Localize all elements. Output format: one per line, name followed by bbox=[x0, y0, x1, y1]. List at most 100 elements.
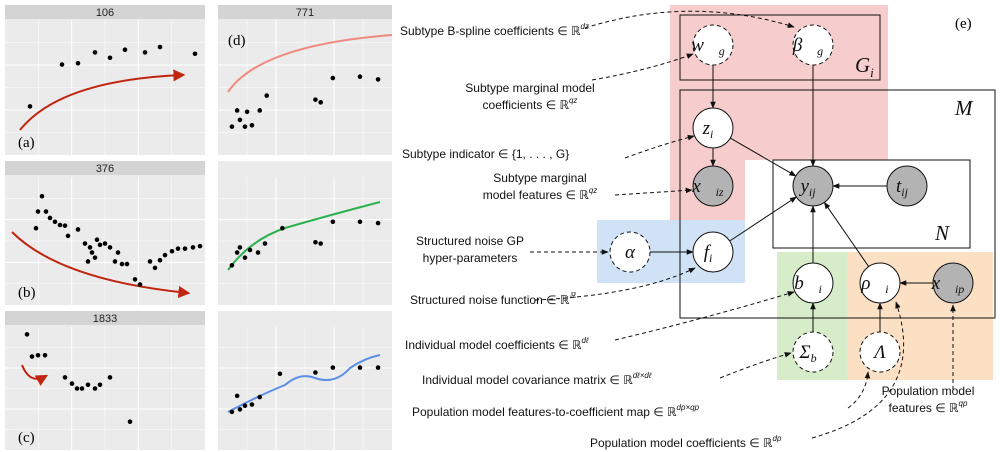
data-point bbox=[157, 257, 163, 263]
node-symbol: f bbox=[704, 242, 712, 263]
data-point bbox=[357, 365, 363, 370]
data-point bbox=[107, 55, 113, 61]
annotation-text: features ∈ ℝ bbox=[889, 401, 959, 415]
plate-label: Gi bbox=[855, 53, 874, 80]
node-label: fi bbox=[704, 242, 713, 265]
plate-label: N bbox=[934, 221, 950, 245]
data-point bbox=[242, 403, 248, 409]
annotation-arrows bbox=[530, 10, 956, 439]
data-point bbox=[313, 370, 318, 375]
data-point bbox=[242, 255, 248, 260]
node-label: tij bbox=[896, 176, 909, 199]
data-point bbox=[107, 375, 113, 380]
data-point bbox=[75, 60, 81, 66]
node-subscript: ip bbox=[955, 282, 964, 296]
strip bbox=[5, 311, 205, 325]
data-point bbox=[92, 386, 98, 391]
annotation-power: dℓ bbox=[582, 336, 589, 345]
data-point bbox=[229, 409, 235, 415]
trend-curve bbox=[227, 201, 381, 271]
node bbox=[932, 262, 974, 304]
node-label: Σb bbox=[798, 342, 816, 365]
data-point bbox=[92, 255, 98, 260]
annotation-text: Subtype marginal model bbox=[465, 81, 594, 95]
data-point bbox=[87, 245, 93, 250]
annotation: Subtype marginal model bbox=[465, 81, 594, 95]
trend-curve bbox=[227, 354, 381, 413]
data-point bbox=[92, 50, 98, 55]
data-point bbox=[74, 386, 80, 391]
data-point bbox=[112, 259, 118, 264]
data-point bbox=[330, 75, 336, 81]
annotation-power: ℝ bbox=[569, 291, 576, 300]
node-label: β⃗g bbox=[792, 35, 823, 58]
data-point bbox=[59, 62, 65, 67]
node bbox=[692, 231, 734, 273]
data-point bbox=[277, 371, 283, 377]
node bbox=[886, 165, 928, 207]
panel-title: 106 bbox=[96, 7, 114, 19]
node bbox=[692, 165, 734, 207]
node bbox=[792, 331, 834, 373]
node-symbol: α bbox=[625, 242, 636, 263]
annotation: Subtype marginal bbox=[493, 171, 586, 185]
node-symbol: β⃗ bbox=[792, 35, 817, 56]
data-point bbox=[357, 74, 363, 79]
data-point bbox=[85, 382, 91, 388]
annotation-power: dz bbox=[581, 22, 589, 31]
annotation-text: Structured noise function ∈ ℝ bbox=[410, 293, 570, 307]
node-symbol: Σ bbox=[798, 342, 810, 363]
data-point bbox=[175, 246, 181, 251]
data-point bbox=[249, 402, 255, 407]
node-symbol: ρ⃗ bbox=[860, 273, 885, 294]
data-point bbox=[107, 245, 113, 250]
annotation-text: hyper-parameters bbox=[423, 251, 518, 265]
data-point bbox=[69, 381, 75, 386]
figure-label: (e) bbox=[955, 16, 972, 32]
data-point bbox=[280, 225, 285, 231]
annotation-text: Structured noise GP bbox=[416, 234, 524, 248]
node-subscript: ij bbox=[809, 185, 816, 199]
data-point bbox=[182, 246, 188, 251]
panel-label: (a) bbox=[18, 135, 35, 151]
plot-panels: 106 (a) 376 (b) 1833 (c) 771 (d) bbox=[5, 5, 393, 450]
data-point bbox=[35, 352, 41, 358]
panel-label: (b) bbox=[18, 285, 36, 301]
data-point bbox=[162, 252, 168, 258]
data-point bbox=[102, 241, 108, 246]
node bbox=[859, 262, 901, 304]
node-label: yij bbox=[798, 176, 816, 199]
strip bbox=[5, 161, 205, 175]
data-point bbox=[375, 365, 381, 370]
data-point bbox=[318, 100, 323, 105]
node-label: x⃗iz bbox=[691, 176, 724, 199]
annotation: Individual model coefficients ∈ ℝdℓ bbox=[405, 336, 589, 352]
data-point bbox=[234, 250, 240, 255]
data-point bbox=[234, 393, 240, 399]
data-point bbox=[57, 222, 63, 228]
data-point bbox=[122, 47, 128, 52]
annotation-text: coefficients ∈ ℝ bbox=[483, 98, 570, 112]
data-point bbox=[157, 44, 163, 50]
plate-name: N bbox=[934, 221, 950, 245]
node-subscript: iz bbox=[716, 185, 724, 199]
data-point bbox=[24, 332, 30, 337]
node-subscript: i bbox=[710, 127, 713, 141]
node-label: x⃗ip bbox=[931, 273, 965, 296]
node-symbol: y bbox=[798, 176, 809, 197]
node bbox=[792, 165, 834, 207]
trend-curve bbox=[19, 69, 186, 131]
node-label: w⃗g bbox=[691, 35, 724, 58]
data-point bbox=[47, 215, 53, 221]
data-point bbox=[237, 245, 243, 250]
data-point bbox=[62, 375, 68, 380]
annotation-power: qp bbox=[959, 399, 968, 408]
annotation-text: Individual model coefficients ∈ ℝ bbox=[405, 338, 582, 352]
annotation: model features ∈ ℝqz bbox=[483, 186, 597, 202]
node-subscript: ij bbox=[901, 185, 908, 199]
panel-title: 1833 bbox=[93, 313, 117, 325]
data-point bbox=[89, 250, 95, 255]
node bbox=[692, 24, 734, 66]
data-point bbox=[169, 248, 175, 254]
